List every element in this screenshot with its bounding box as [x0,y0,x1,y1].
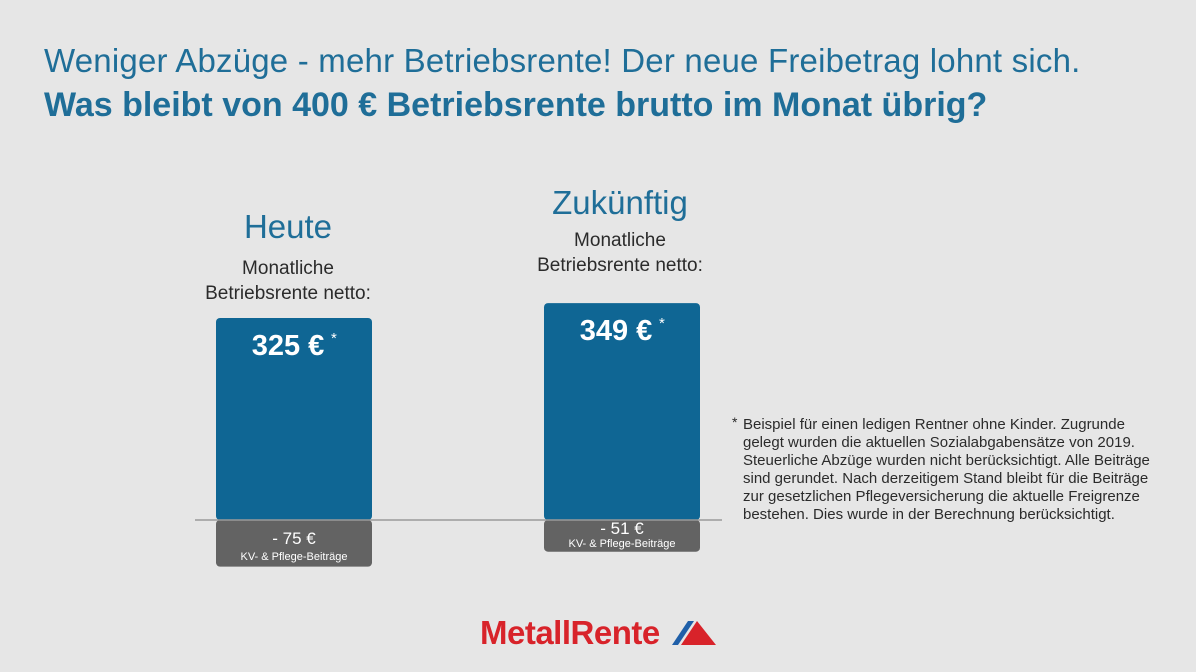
chart-subtitle: Was bleibt von 400 € Betriebsrente brutt… [44,86,988,124]
column-heading-zukuenftig: Zukünftig [552,184,688,221]
footnote: * Beispiel für einen ledigen Rentner ohn… [732,414,1162,524]
net-value-label: 349 € [580,315,653,347]
logo-text: MetallRente [480,614,660,651]
column-sublabel-zukuenftig: Monatliche Betriebsrente netto: [500,228,740,278]
footnote-text: Beispiel für einen ledigen Rentner ohne … [743,416,1150,523]
footnote-marker: * [732,414,738,430]
column-sublabel-line1: Monatliche [242,258,334,279]
deduction-category-label: KV- & Pflege-Beiträge [568,538,675,550]
deduction-bar [216,520,372,567]
deduction-value-label: - 51 € [600,519,644,538]
net-bar [544,303,700,520]
net-value-label: 325 € [252,330,325,362]
deduction-category-label: KV- & Pflege-Beiträge [240,551,347,563]
column-sublabel-line1: Monatliche [574,230,666,251]
chart-title: Weniger Abzüge - mehr Betriebsrente! Der… [44,42,1081,79]
column-sublabel-line2: Betriebsrente netto: [537,255,703,276]
column-sublabel-line2: Betriebsrente netto: [205,283,371,304]
net-value-marker: * [331,330,337,347]
deduction-value-label: - 75 € [272,529,316,548]
column-sublabel-heute: Monatliche Betriebsrente netto: [168,256,408,306]
deduction-bar [544,520,700,552]
logo-mark-icon [671,621,716,645]
column-heading-heute: Heute [243,208,333,245]
net-bar [216,318,372,520]
metallrente-logo: MetallRente [480,614,718,652]
net-value-marker: * [659,315,665,332]
